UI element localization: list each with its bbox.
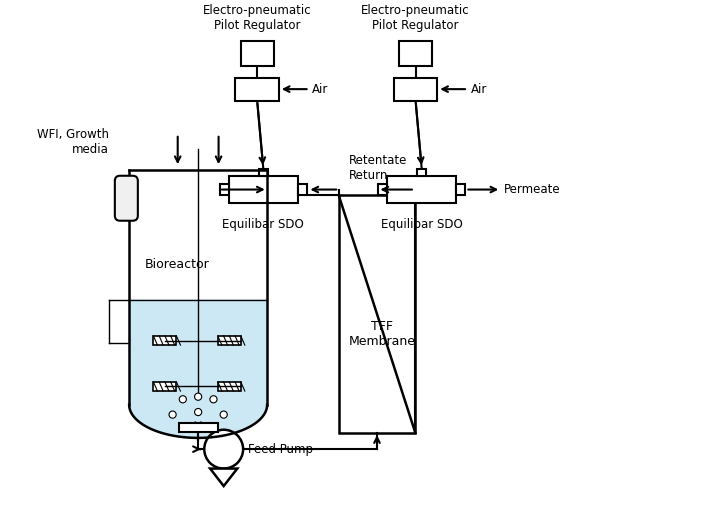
Bar: [219, 184, 229, 195]
Text: WFI, Growth
media: WFI, Growth media: [37, 127, 109, 156]
Bar: [218, 382, 241, 391]
Bar: [298, 184, 307, 195]
Bar: [417, 168, 426, 176]
Bar: [229, 176, 298, 203]
Circle shape: [169, 411, 176, 418]
Text: Bioreactor: Bioreactor: [144, 258, 210, 271]
Circle shape: [179, 396, 186, 403]
Bar: [241, 41, 274, 67]
Text: E/P: E/P: [249, 84, 266, 94]
Text: Equilibar SDO: Equilibar SDO: [222, 218, 304, 231]
Bar: [378, 184, 387, 195]
Bar: [394, 78, 438, 101]
Text: Permeate: Permeate: [503, 183, 560, 196]
Polygon shape: [210, 468, 237, 486]
Text: TFF
Membrane: TFF Membrane: [348, 321, 416, 349]
Bar: [258, 168, 268, 176]
Text: Retentate
Return: Retentate Return: [349, 155, 407, 182]
Circle shape: [220, 411, 227, 418]
Circle shape: [195, 393, 202, 400]
Text: Air: Air: [312, 82, 329, 96]
Text: Electro-pneumatic
Pilot Regulator: Electro-pneumatic Pilot Regulator: [361, 4, 470, 32]
Text: E/P: E/P: [407, 84, 424, 94]
Text: Air: Air: [471, 82, 487, 96]
Circle shape: [210, 396, 217, 403]
Text: Feed Pump: Feed Pump: [249, 443, 313, 456]
Text: Equilibar SDO: Equilibar SDO: [381, 218, 462, 231]
Bar: [456, 184, 465, 195]
Bar: [154, 382, 176, 391]
Bar: [154, 336, 176, 345]
Bar: [218, 336, 241, 345]
Circle shape: [195, 409, 202, 416]
FancyBboxPatch shape: [115, 176, 138, 221]
Bar: [387, 176, 456, 203]
Text: Electro-pneumatic
Pilot Regulator: Electro-pneumatic Pilot Regulator: [203, 4, 312, 32]
Circle shape: [205, 430, 243, 468]
Bar: [338, 195, 416, 433]
Bar: [178, 423, 217, 432]
Bar: [236, 78, 279, 101]
Polygon shape: [129, 300, 267, 438]
Bar: [399, 41, 432, 67]
